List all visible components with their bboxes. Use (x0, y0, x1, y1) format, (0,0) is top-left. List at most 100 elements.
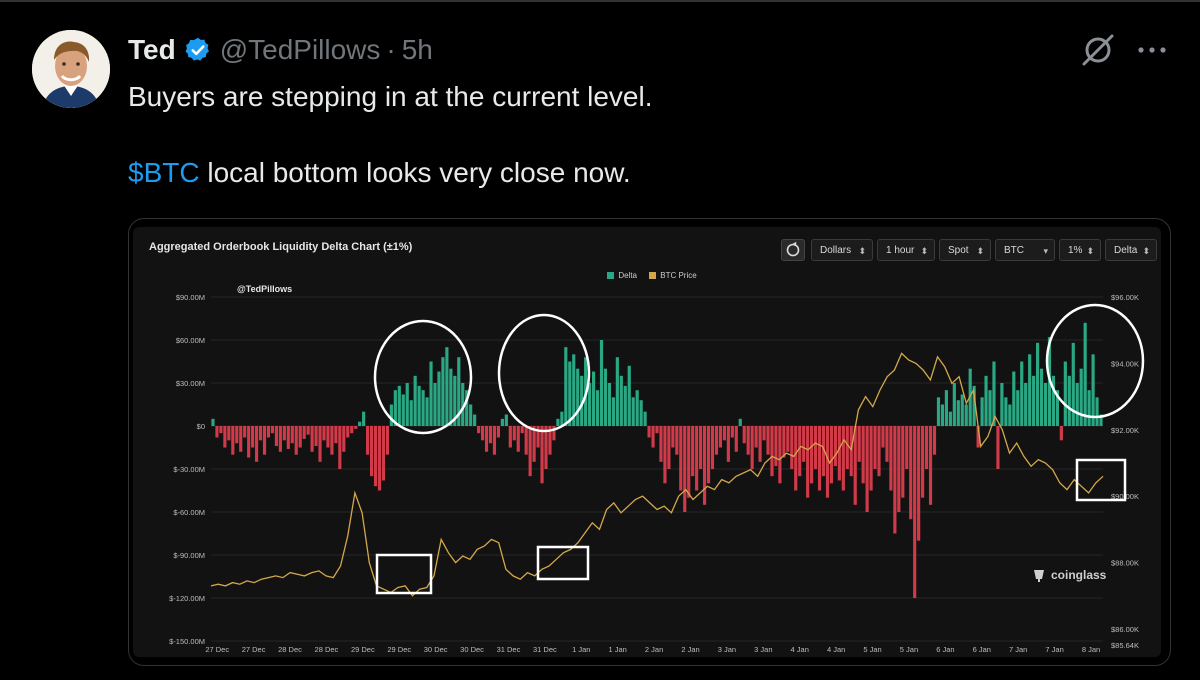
legend-label-delta[interactable]: Delta (618, 271, 637, 280)
delta-bar (948, 411, 952, 426)
delta-bar (1004, 397, 1008, 426)
delta-bar (671, 426, 675, 448)
x-axis-tick-label: 31 Dec (533, 645, 557, 654)
currency-select-value: Dollars (820, 245, 852, 256)
delta-bar (742, 426, 746, 444)
delta-bar (873, 426, 877, 469)
delta-bar (591, 371, 596, 426)
delta-bar (1000, 383, 1004, 426)
delta-bar (381, 426, 386, 481)
avatar[interactable] (32, 30, 110, 108)
refresh-button[interactable] (781, 239, 805, 261)
coin-select[interactable]: BTC ▾ (995, 239, 1055, 261)
chart-plot: $90.00M $60.00M $30.00M $0 $-30.00M $-60.00M $… (169, 293, 1145, 654)
tweet-timestamp[interactable]: 5h (401, 34, 433, 65)
x-axis-tick-label: 2 Jan (645, 645, 663, 654)
delta-bar (266, 426, 271, 438)
range-select-value: 1% (1068, 245, 1083, 256)
x-axis-tick-label: 28 Dec (278, 645, 302, 654)
delta-bar (409, 400, 413, 426)
delta-bar (278, 426, 282, 452)
delta-bar (667, 426, 671, 469)
delta-bar (473, 414, 477, 426)
delta-bar (258, 426, 263, 441)
delta-bar (762, 426, 766, 441)
right-axis-tick-label: $85.64K (1111, 641, 1139, 650)
delta-bar (845, 426, 849, 469)
delta-bar (211, 418, 215, 426)
delta-bar (413, 375, 417, 426)
delta-bar (611, 397, 615, 426)
delta-bar (1091, 354, 1095, 426)
delta-bar (532, 426, 536, 462)
delta-bar (861, 426, 865, 484)
legend-label-price[interactable]: BTC Price (660, 271, 697, 280)
cashtag-link[interactable]: $BTC (128, 157, 200, 188)
left-axis-tick-label: $60.00M (176, 336, 205, 345)
delta-bar (548, 426, 552, 455)
delta-bar (500, 418, 504, 426)
verified-badge-icon (185, 37, 209, 61)
left-axis-tick-label: $-30.00M (173, 465, 205, 474)
delta-bar (865, 426, 869, 512)
author-handle[interactable]: @TedPillows (219, 34, 381, 65)
metric-select[interactable]: Delta ⬍ (1105, 239, 1157, 261)
delta-bar (706, 426, 711, 484)
delta-bar (1099, 414, 1103, 426)
delta-bar (1059, 426, 1063, 441)
x-axis-tick-label: 1 Jan (572, 645, 590, 654)
delta-bar (659, 426, 663, 462)
coinglass-logo: coinglass (1031, 567, 1106, 583)
btc-price-line (210, 352, 1104, 597)
grok-icon[interactable] (1080, 32, 1116, 68)
delta-bar (869, 426, 873, 491)
delta-bar (885, 426, 889, 462)
delta-bar (909, 426, 913, 520)
more-icon[interactable] (1134, 38, 1170, 62)
annotation-circle (1045, 303, 1145, 419)
delta-bar (599, 340, 604, 426)
currency-select[interactable]: Dollars ⬍ (811, 239, 873, 261)
left-axis-tick-label: $0 (197, 422, 205, 431)
x-axis-tick-label: 1 Jan (609, 645, 627, 654)
author-name[interactable]: Ted (128, 34, 176, 65)
delta-bar (262, 426, 267, 455)
delta-bar (960, 394, 964, 426)
delta-bar (286, 426, 290, 449)
annotation-box (375, 553, 433, 595)
delta-bar (984, 375, 988, 426)
delta-bar (921, 426, 925, 498)
delta-bar (484, 426, 489, 452)
tweet-text-line2: $BTC local bottom looks very close now. (128, 156, 631, 190)
delta-bar (798, 426, 802, 477)
delta-bar (477, 426, 481, 434)
delta-bar (750, 426, 754, 469)
delta-bar (821, 426, 826, 477)
x-axis-tick-label: 7 Jan (1009, 645, 1027, 654)
delta-bar (314, 426, 318, 447)
range-select[interactable]: 1% ⬍ (1059, 239, 1101, 261)
delta-bar (465, 390, 469, 426)
annotation-box (1075, 458, 1127, 502)
delta-bar (619, 375, 623, 426)
market-select[interactable]: Spot ⬍ (939, 239, 991, 261)
delta-bar (695, 426, 699, 491)
delta-bar (1008, 404, 1012, 426)
delta-bar (746, 426, 750, 455)
delta-bar (1043, 383, 1048, 426)
delta-bar (817, 426, 822, 491)
delta-bar (421, 390, 425, 426)
delta-bar (520, 426, 524, 434)
delta-bar (623, 385, 627, 426)
x-axis-tick-label: 30 Dec (424, 645, 448, 654)
tweet-text-line2-rest: local bottom looks very close now. (199, 157, 631, 188)
delta-bar (227, 426, 231, 441)
delta-bar (956, 400, 960, 426)
delta-bar (369, 426, 374, 477)
tweet-media-image[interactable]: Aggregated Orderbook Liquidity Delta Cha… (128, 218, 1171, 666)
right-axis-tick-label: $94.00K (1111, 359, 1139, 368)
delta-bar (417, 385, 421, 426)
delta-bar (373, 426, 378, 487)
interval-select[interactable]: 1 hour ⬍ (877, 239, 935, 261)
right-axis-tick-label: $96.00K (1111, 293, 1139, 302)
